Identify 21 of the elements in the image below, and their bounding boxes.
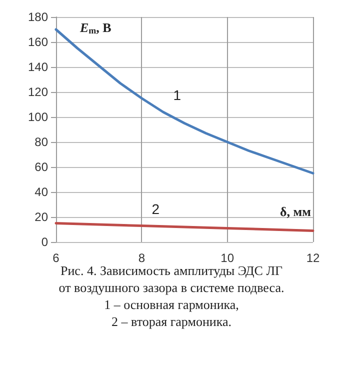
- y-tick-label: 180: [28, 10, 48, 24]
- x-axis-title: δ, мм: [280, 204, 312, 219]
- x-tick-label: 8: [138, 251, 146, 265]
- line-series: [54, 222, 314, 232]
- text: 1 – основная гармоника,: [104, 297, 239, 312]
- series-label: 2: [152, 200, 160, 217]
- series-label: 1: [173, 87, 182, 103]
- x-tick-label: 12: [306, 251, 320, 265]
- y-tick-label: 100: [28, 110, 48, 124]
- x-tick-label: 10: [220, 251, 234, 265]
- y-tick-label: 60: [34, 160, 48, 174]
- y-tick-label: 140: [28, 60, 48, 74]
- y-tick-label: 80: [34, 135, 48, 149]
- y-tick-label: 160: [28, 35, 48, 49]
- y-tick-label: 20: [34, 210, 48, 224]
- text: 2 – вторая гармоника.: [111, 314, 232, 329]
- text: Рис. 4. Зависимость амплитуды ЭДС ЛГ от воздушного зазора в системе подвеса.: [58, 263, 284, 295]
- y-tick-label: 0: [41, 235, 48, 249]
- x-tick-label: 6: [52, 251, 60, 265]
- y-tick-label: 120: [28, 85, 48, 99]
- y-tick-label: 40: [34, 185, 48, 199]
